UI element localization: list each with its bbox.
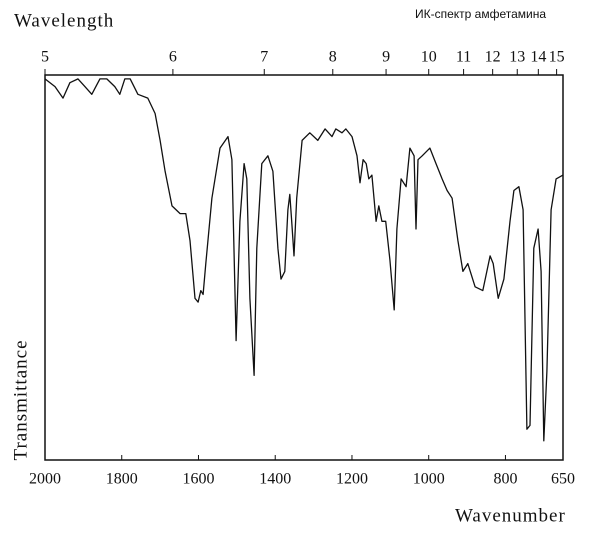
- x-tick-label: 1800: [106, 471, 138, 488]
- spectrum-line: [44, 78, 564, 442]
- x-tick-label: 650: [551, 471, 575, 488]
- x2-tick-label: 8: [329, 49, 337, 66]
- x2-tick-label: 9: [382, 49, 390, 66]
- x2-tick-label: 14: [530, 49, 546, 66]
- x-axis-title: Wavenumber: [455, 505, 566, 526]
- x-tick-label: 1000: [413, 471, 445, 488]
- x2-tick-label: 7: [260, 49, 268, 66]
- x-tick-label: 2000: [29, 471, 61, 488]
- x-tick-label: 800: [493, 471, 517, 488]
- plot-frame: [44, 74, 564, 461]
- x-tick-label: 1600: [182, 471, 214, 488]
- x2-tick-label: 5: [41, 49, 49, 66]
- x2-tick-label: 11: [456, 49, 471, 66]
- x2-tick-label: 15: [549, 49, 565, 66]
- y-axis-title: Transmittance: [10, 339, 31, 460]
- x2-tick-label: 6: [169, 49, 177, 66]
- chart-title: ИК-спектр амфетамина: [415, 7, 546, 21]
- x-tick-label: 1200: [336, 471, 368, 488]
- x2-tick-label: 10: [421, 49, 437, 66]
- x2-tick-label: 12: [485, 49, 501, 66]
- x2-tick-label: 13: [509, 49, 525, 66]
- x2-axis-title: Wavelength: [14, 10, 114, 31]
- x-tick-label: 1400: [259, 471, 291, 488]
